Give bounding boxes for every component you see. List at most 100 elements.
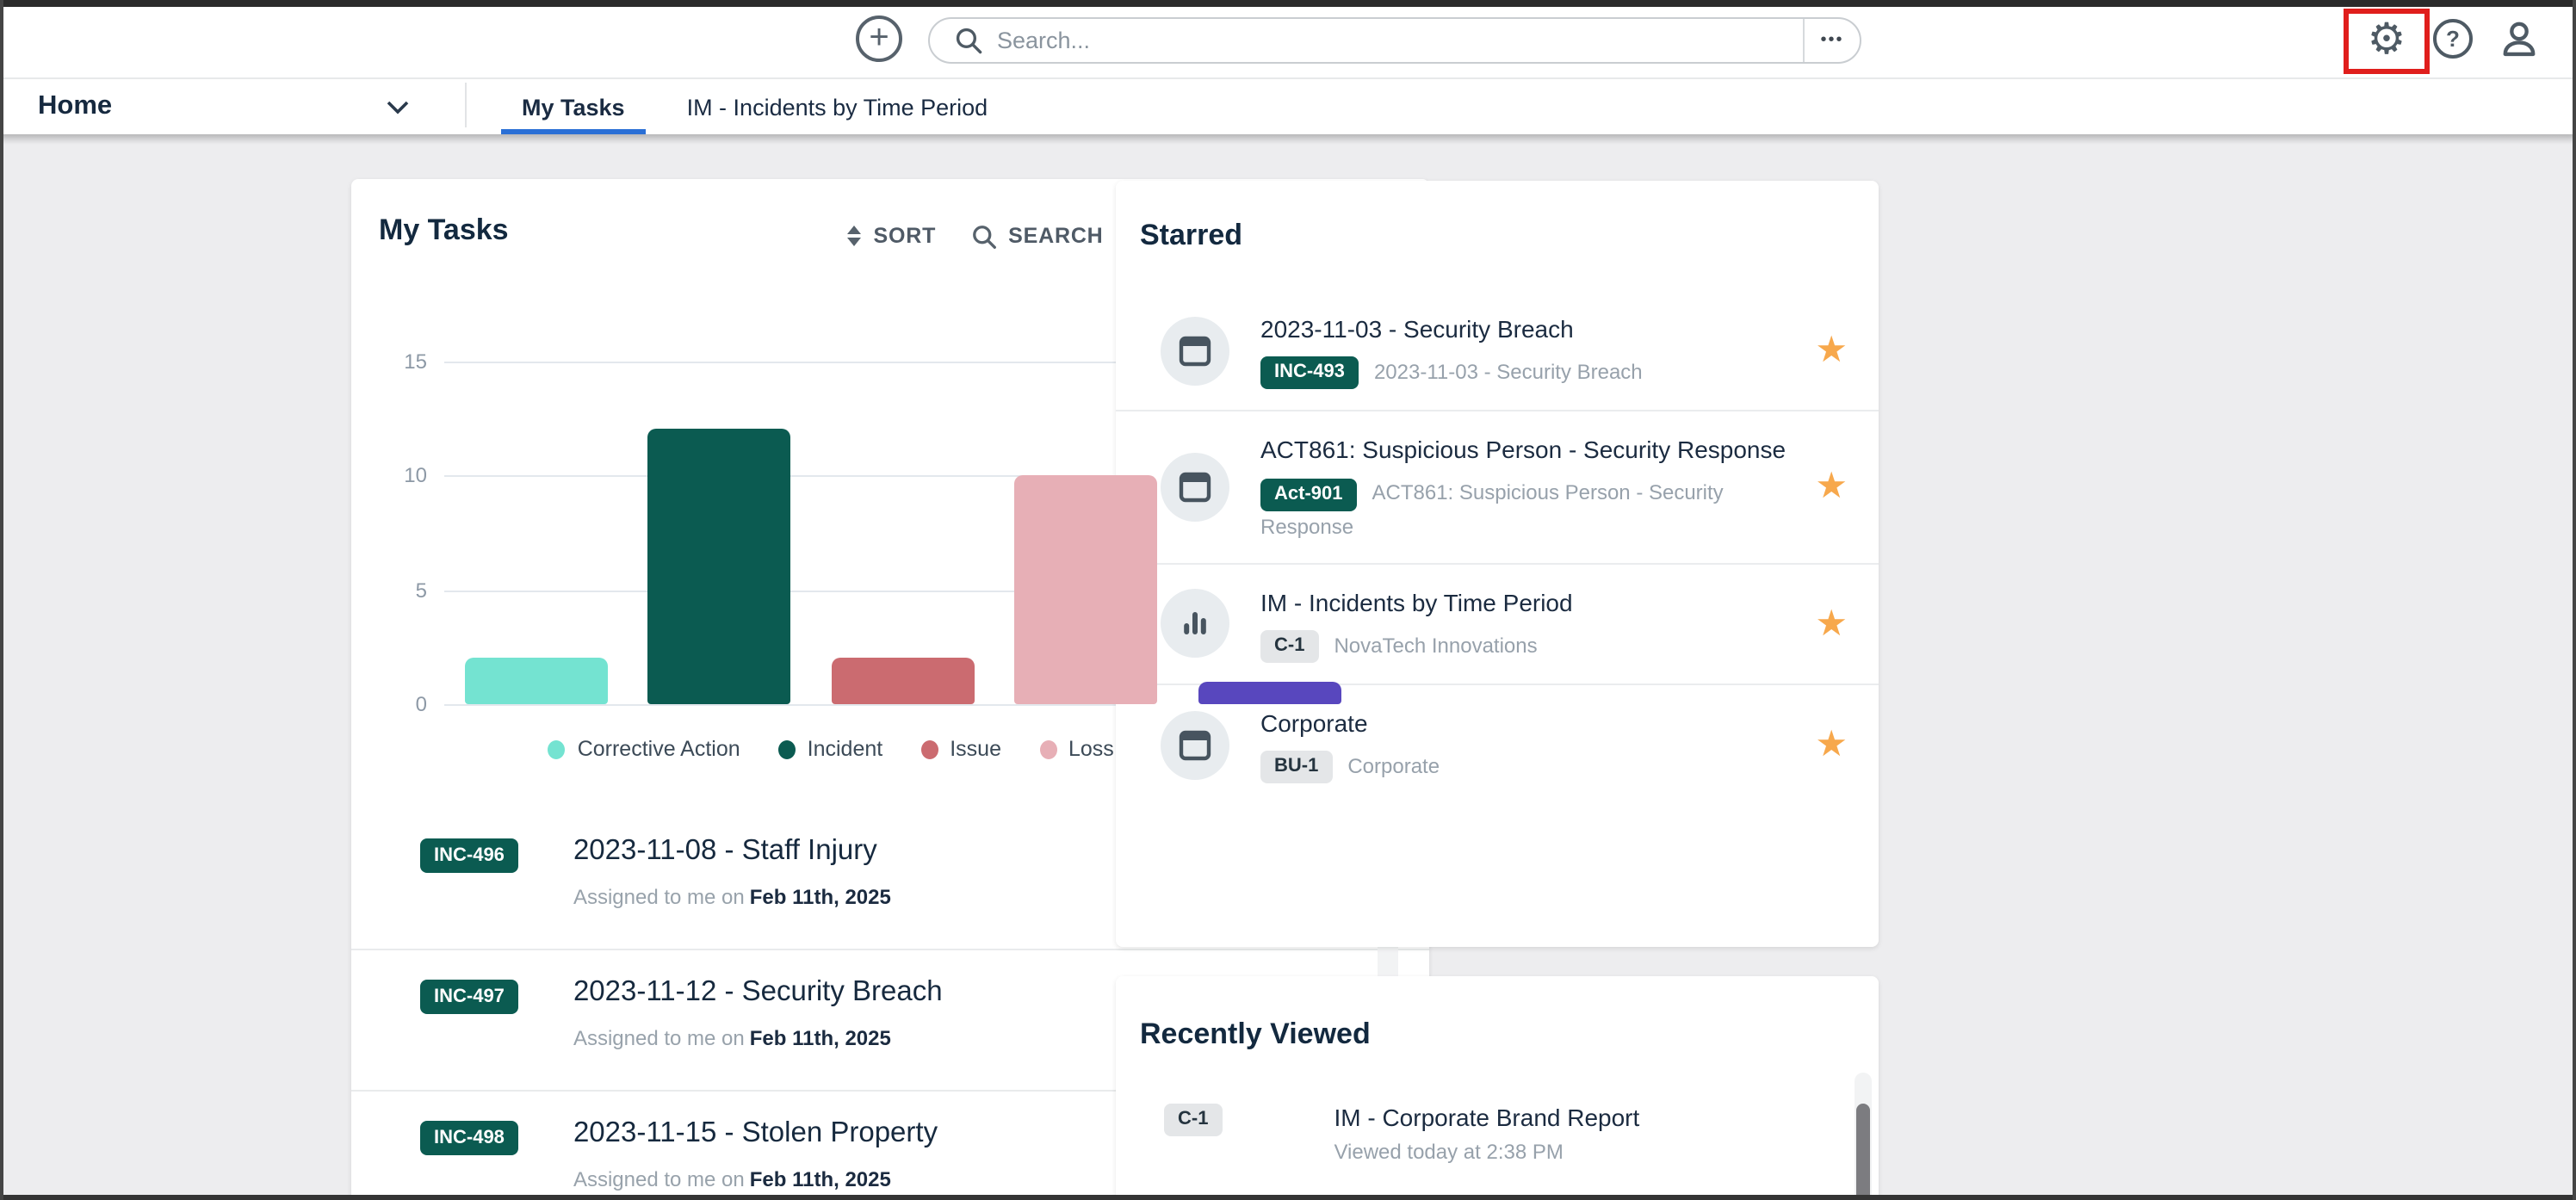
highlight-box — [2344, 9, 2430, 74]
task-list-item[interactable]: INC-497 2023-11-12 - Security Breach Ass… — [351, 950, 1429, 1092]
task-title[interactable]: 2023-11-15 - Stolen Property — [573, 1117, 938, 1148]
add-icon[interactable]: + — [856, 15, 902, 62]
item-ref-badge: INC-493 — [1260, 356, 1359, 390]
scrollbar-thumb[interactable] — [1856, 1104, 1870, 1200]
starred-card: Starred 2023-11-03 - Security Breach INC… — [1116, 181, 1879, 947]
star-icon[interactable]: ★ — [1815, 331, 1848, 371]
starred-item-subtitle: INC-493 2023-11-03 - Security Breach — [1260, 356, 1791, 390]
nav-bar: Home My Tasks IM - Incidents by Time Per… — [0, 79, 2576, 134]
legend-label: Corrective Action — [577, 737, 740, 761]
task-id-badge: INC-496 — [420, 838, 518, 873]
recently-viewed-card: Recently Viewed C-1 IM - Corporate Brand… — [1116, 976, 1879, 1200]
search-input[interactable] — [997, 28, 1803, 53]
bar-issue[interactable] — [831, 658, 975, 704]
search-icon — [956, 28, 982, 54]
profile-icon[interactable] — [2497, 15, 2542, 64]
recently-viewed-item[interactable]: C-1 IM - Corporate Brand Report Viewed t… — [1116, 1100, 1856, 1181]
starred-item-subtitle: Act-901 ACT861: Suspicious Person - Secur… — [1260, 478, 1791, 542]
starred-item-main: Corporate BU-1 Corporate — [1260, 706, 1815, 784]
legend-label: Incident — [807, 737, 883, 761]
y-axis-tick: 10 — [404, 463, 427, 487]
legend-item-corrective-action[interactable]: Corrective Action — [548, 737, 740, 761]
search-divider — [1803, 19, 1805, 62]
recent-item-subtitle: Viewed today at 2:38 PM — [1334, 1140, 1564, 1164]
legend-dot — [920, 739, 938, 758]
top-bar: + ••• ⚙ ? — [0, 0, 2576, 79]
bar-corrective-action[interactable] — [465, 658, 608, 704]
starred-item[interactable]: 2023-11-03 - Security Breach INC-493 2023… — [1116, 291, 1879, 411]
sort-label: SORT — [873, 224, 937, 248]
star-icon[interactable]: ★ — [1815, 467, 1848, 507]
starred-card-title: Starred — [1140, 219, 1243, 251]
help-icon[interactable]: ? — [2433, 19, 2473, 59]
my-tasks-card-title: My Tasks — [379, 213, 509, 246]
y-axis-tick: 0 — [415, 692, 427, 716]
task-assigned-text: Assigned to me on Feb 11th, 2025 — [573, 885, 891, 909]
task-assigned-text: Assigned to me on Feb 11th, 2025 — [573, 1167, 891, 1191]
starred-item[interactable]: ACT861: Suspicious Person - Security Res… — [1116, 410, 1879, 563]
legend-dot — [777, 739, 796, 758]
star-icon[interactable]: ★ — [1815, 603, 1848, 644]
task-title[interactable]: 2023-11-12 - Security Breach — [573, 976, 943, 1007]
task-main: 2023-11-15 - Stolen Property Assigned to… — [573, 1117, 1235, 1191]
task-main: 2023-11-12 - Security Breach Assigned to… — [573, 976, 1235, 1050]
legend-dot — [1039, 739, 1056, 758]
search-options-icon[interactable]: ••• — [1820, 31, 1844, 50]
window-icon — [1179, 730, 1211, 760]
starred-list: 2023-11-03 - Security Breach INC-493 2023… — [1116, 291, 1879, 805]
legend-item-incident[interactable]: Incident — [777, 737, 883, 761]
item-ref-badge: C-1 — [1260, 629, 1319, 663]
recently-viewed-list: C-1 IM - Corporate Brand Report Viewed t… — [1116, 1100, 1856, 1181]
main-content: My Tasks SORT SEARCH ✓ TASKS SUMMARY 051… — [0, 134, 2576, 1200]
starred-item-main: ACT861: Suspicious Person - Security Res… — [1260, 433, 1815, 542]
task-id-badge: INC-498 — [420, 1121, 518, 1155]
bar-risk[interactable] — [1198, 681, 1341, 704]
bar-loss-event[interactable] — [1014, 475, 1158, 704]
tasks-bar-chart: 0 5 10 15 — [351, 179, 1429, 764]
starred-item-subtitle: BU-1 Corporate — [1260, 751, 1791, 784]
star-icon[interactable]: ★ — [1815, 725, 1848, 765]
global-search[interactable]: ••• — [928, 17, 1861, 64]
item-ref-badge: Act-901 — [1260, 478, 1357, 511]
gridline — [444, 590, 1388, 591]
starred-item-title[interactable]: IM - Incidents by Time Period — [1260, 588, 1573, 616]
starred-item-main: IM - Incidents by Time Period C-1 NovaTec… — [1260, 585, 1815, 663]
nav-tab[interactable]: IM - Incidents by Time Period — [656, 79, 1019, 134]
gridline — [444, 361, 1388, 362]
starred-item-title[interactable]: Corporate — [1260, 708, 1368, 737]
search-tasks-button[interactable]: SEARCH — [970, 223, 1103, 249]
starred-item-subtitle: C-1 NovaTech Innovations — [1260, 629, 1791, 663]
legend-item-issue[interactable]: Issue — [920, 737, 1001, 761]
starred-item-title[interactable]: ACT861: Suspicious Person - Security Res… — [1260, 436, 1786, 464]
task-title[interactable]: 2023-11-08 - Staff Injury — [573, 835, 877, 866]
settings-gear-icon[interactable]: ⚙ — [2367, 15, 2406, 64]
nav-tab[interactable]: My Tasks — [491, 79, 656, 134]
starred-item[interactable]: Corporate BU-1 Corporate ★ — [1116, 683, 1879, 805]
item-avatar — [1161, 452, 1229, 522]
legend-label: Issue — [950, 737, 1001, 761]
item-avatar — [1161, 316, 1229, 386]
sort-icon — [847, 225, 862, 247]
starred-item-main: 2023-11-03 - Security Breach INC-493 2023… — [1260, 312, 1815, 390]
bar-incident[interactable] — [647, 429, 791, 704]
gridline — [444, 475, 1388, 477]
legend-dot — [548, 739, 566, 758]
nav-divider — [465, 83, 467, 127]
y-axis-tick: 5 — [415, 578, 427, 602]
search-icon — [972, 225, 996, 248]
search-label: SEARCH — [1008, 224, 1104, 248]
gridline — [444, 704, 1388, 706]
recent-item-title[interactable]: IM - Corporate Brand Report — [1334, 1104, 1640, 1131]
nav-tab-label: My Tasks — [522, 94, 625, 120]
nav-tab-label: IM - Incidents by Time Period — [686, 94, 988, 120]
window-icon — [1179, 472, 1211, 503]
starred-item-title[interactable]: 2023-11-03 - Security Breach — [1260, 315, 1574, 343]
home-dropdown[interactable]: Home — [38, 79, 112, 134]
task-assigned-text: Assigned to me on Feb 11th, 2025 — [573, 1026, 891, 1050]
item-avatar — [1161, 710, 1229, 780]
item-ref-badge: BU-1 — [1260, 751, 1333, 784]
starred-item[interactable]: IM - Incidents by Time Period C-1 NovaTec… — [1116, 562, 1879, 684]
home-label: Home — [38, 91, 113, 121]
sort-button[interactable]: SORT — [847, 224, 937, 248]
tab-strip: My Tasks IM - Incidents by Time Period — [491, 79, 1019, 134]
